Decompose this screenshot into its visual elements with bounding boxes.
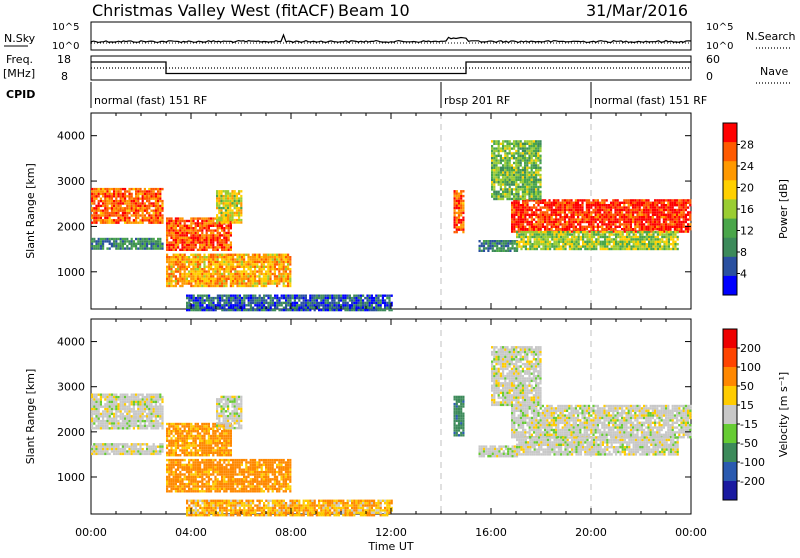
nsky-tick-top: 10^5 [52,22,79,33]
ytick-label: 4000 [57,336,85,349]
colorbar-segment [723,276,737,296]
colorbar-segment [723,405,737,425]
colorbar-tick-label: -200 [740,475,765,488]
nave-label: Nave [760,65,788,78]
nsearch-tick-top: 10^5 [706,22,733,33]
ytick-label: 3000 [57,381,85,394]
velocity-panel: 1000 2000 3000 4000 Slant Range [km] 200 100 50… [24,319,790,516]
freq-unit-label: [MHz] [3,67,35,80]
xtick-label: 16:00 [475,526,507,539]
colorbar-tick-label: 16 [740,203,754,216]
colorbar-segment [723,443,737,463]
colorbar-tick-label: 12 [740,225,754,238]
xtick-label: 00:00 [75,526,107,539]
colorbar-tick-label: 24 [740,160,754,173]
xtick-label: 12:00 [375,526,407,539]
colorbar-tick-label: -50 [740,437,758,450]
colorbar-segment [723,481,737,501]
cpid-segment-label: rbsp 201 RF [444,94,510,107]
colorbar-tick-label: 20 [740,182,754,195]
xaxis-label: Time UT [367,540,413,553]
colorbar-tick-label: 50 [740,380,754,393]
colorbar-label: Velocity [m s⁻¹] [777,372,790,457]
nsearch-label: N.Search [746,30,796,43]
colorbar-segment [723,180,737,200]
cpid-segment-label: normal (fast) 151 RF [594,94,707,107]
colorbar-tick-label: 4 [740,268,747,281]
power-panel: 1000 2000 3000 4000 Slant Range [km] 4 8 12 16 20… [24,113,790,311]
beam-label: Beam 10 [338,1,410,20]
nsky-frame [91,22,691,50]
colorbar-tick-label: 100 [740,361,761,374]
colorbar-segment [723,257,737,277]
xtick-label: 04:00 [175,526,207,539]
freq-tick-top: 18 [57,53,71,66]
colorbar-tick-label: 15 [740,399,754,412]
ylabel: Slant Range [km] [24,369,37,465]
cpid-label: CPID [6,88,35,101]
ytick-label: 2000 [57,220,85,233]
colorbar-segment [723,367,737,387]
colorbar-segment [723,123,737,143]
colorbar-tick-label: 28 [740,139,754,152]
ytick-label: 2000 [57,426,85,439]
colorbar-tick-label: 200 [740,342,761,355]
nave-tick-bottom: 0 [706,70,713,83]
ylabel: Slant Range [km] [24,163,37,259]
plot-title: Christmas Valley West (fitACF) [92,1,335,20]
date-label: 31/Mar/2016 [586,1,688,20]
ytick-label: 3000 [57,175,85,188]
colorbar-label: Power [dB] [777,179,790,239]
xtick-label: 20:00 [575,526,607,539]
colorbar-segment [723,219,737,239]
colorbar-segment [723,386,737,406]
colorbar-segment [723,161,737,181]
colorbar-segment [723,462,737,482]
nsearch-tick-bottom: 10^0 [706,41,733,52]
colorbar-tick-label: -100 [740,456,765,469]
colorbar-segment [723,329,737,349]
ytick-label: 1000 [57,471,85,484]
heatmap-panels: 1000 2000 3000 4000 Slant Range [km] 4 8 12 16 20… [24,113,790,516]
colorbar-segment [723,238,737,258]
colorbar-segment [723,424,737,444]
xtick-label: 08:00 [275,526,307,539]
colorbar-segment [723,199,737,219]
cpid-strip: CPID normal (fast) 151 RF rbsp 201 RF norm… [6,82,707,108]
freq-strip: Freq. [MHz] 18 8 60 0 Nave [3,53,790,83]
colorbar-tick-label: -15 [740,418,758,431]
ytick-label: 1000 [57,266,85,279]
colorbar-segment [723,348,737,368]
freq-label: Freq. [6,53,33,66]
ytick-label: 4000 [57,130,85,143]
nsky-strip: N.Sky 10^5 10^0 10^5 10^0 N.Search [4,22,796,52]
xtick-label: 00:00 [675,526,707,539]
colorbar-tick-label: 8 [740,246,747,259]
freq-tick-bottom: 8 [61,70,68,83]
nsky-label: N.Sky [4,32,36,45]
time-axis: 00:00 04:00 08:00 12:00 16:00 20:00 00:00 [75,526,707,539]
cpid-segment-label: normal (fast) 151 RF [94,94,207,107]
nave-tick-top: 60 [706,53,720,66]
nsky-tick-bottom: 10^0 [52,41,79,52]
colorbar-segment [723,142,737,162]
